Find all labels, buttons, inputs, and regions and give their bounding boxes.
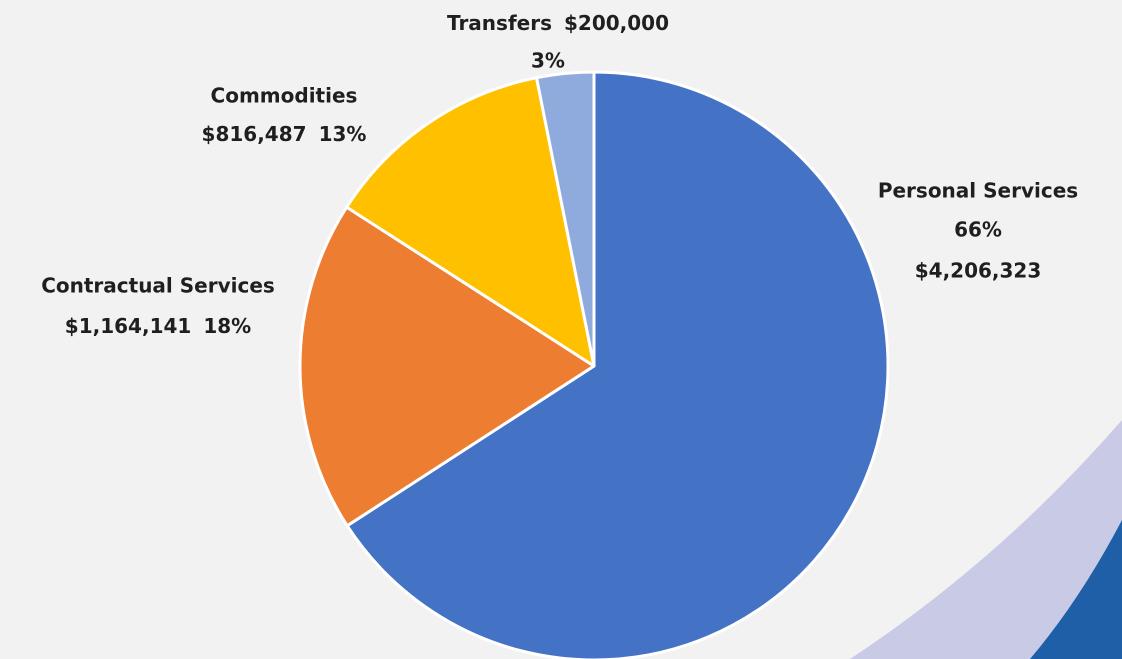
- pie-slice: [345, 70, 890, 659]
- slice-value: $1,164,141: [65, 314, 192, 338]
- slice-detail: Transfers $200,000: [447, 11, 669, 35]
- pie-slice: [345, 76, 596, 368]
- slice-detail: $816,487 13%: [202, 122, 367, 146]
- pie: [298, 70, 890, 659]
- slice-value: $200,000: [564, 11, 669, 35]
- slice-value: $816,487: [202, 122, 307, 146]
- pie-slice: [298, 205, 596, 528]
- slice-percent: 3%: [531, 49, 565, 73]
- decor-swoosh: [850, 420, 1122, 659]
- slice-label: Transfers: [447, 11, 552, 35]
- slice-detail: $1,164,141 18%: [65, 314, 251, 338]
- slice-percent: 13%: [319, 122, 367, 146]
- slice-value: $4,206,323: [915, 259, 1042, 283]
- slice-percent: 66%: [954, 218, 1002, 242]
- pie-slice: [535, 70, 596, 368]
- decor-swoosh-dark: [1030, 520, 1122, 659]
- slice-label: Commodities: [211, 84, 358, 108]
- slice-percent: 18%: [203, 314, 251, 338]
- slice-label: Personal Services: [878, 179, 1078, 203]
- slice-label: Contractual Services: [41, 274, 275, 298]
